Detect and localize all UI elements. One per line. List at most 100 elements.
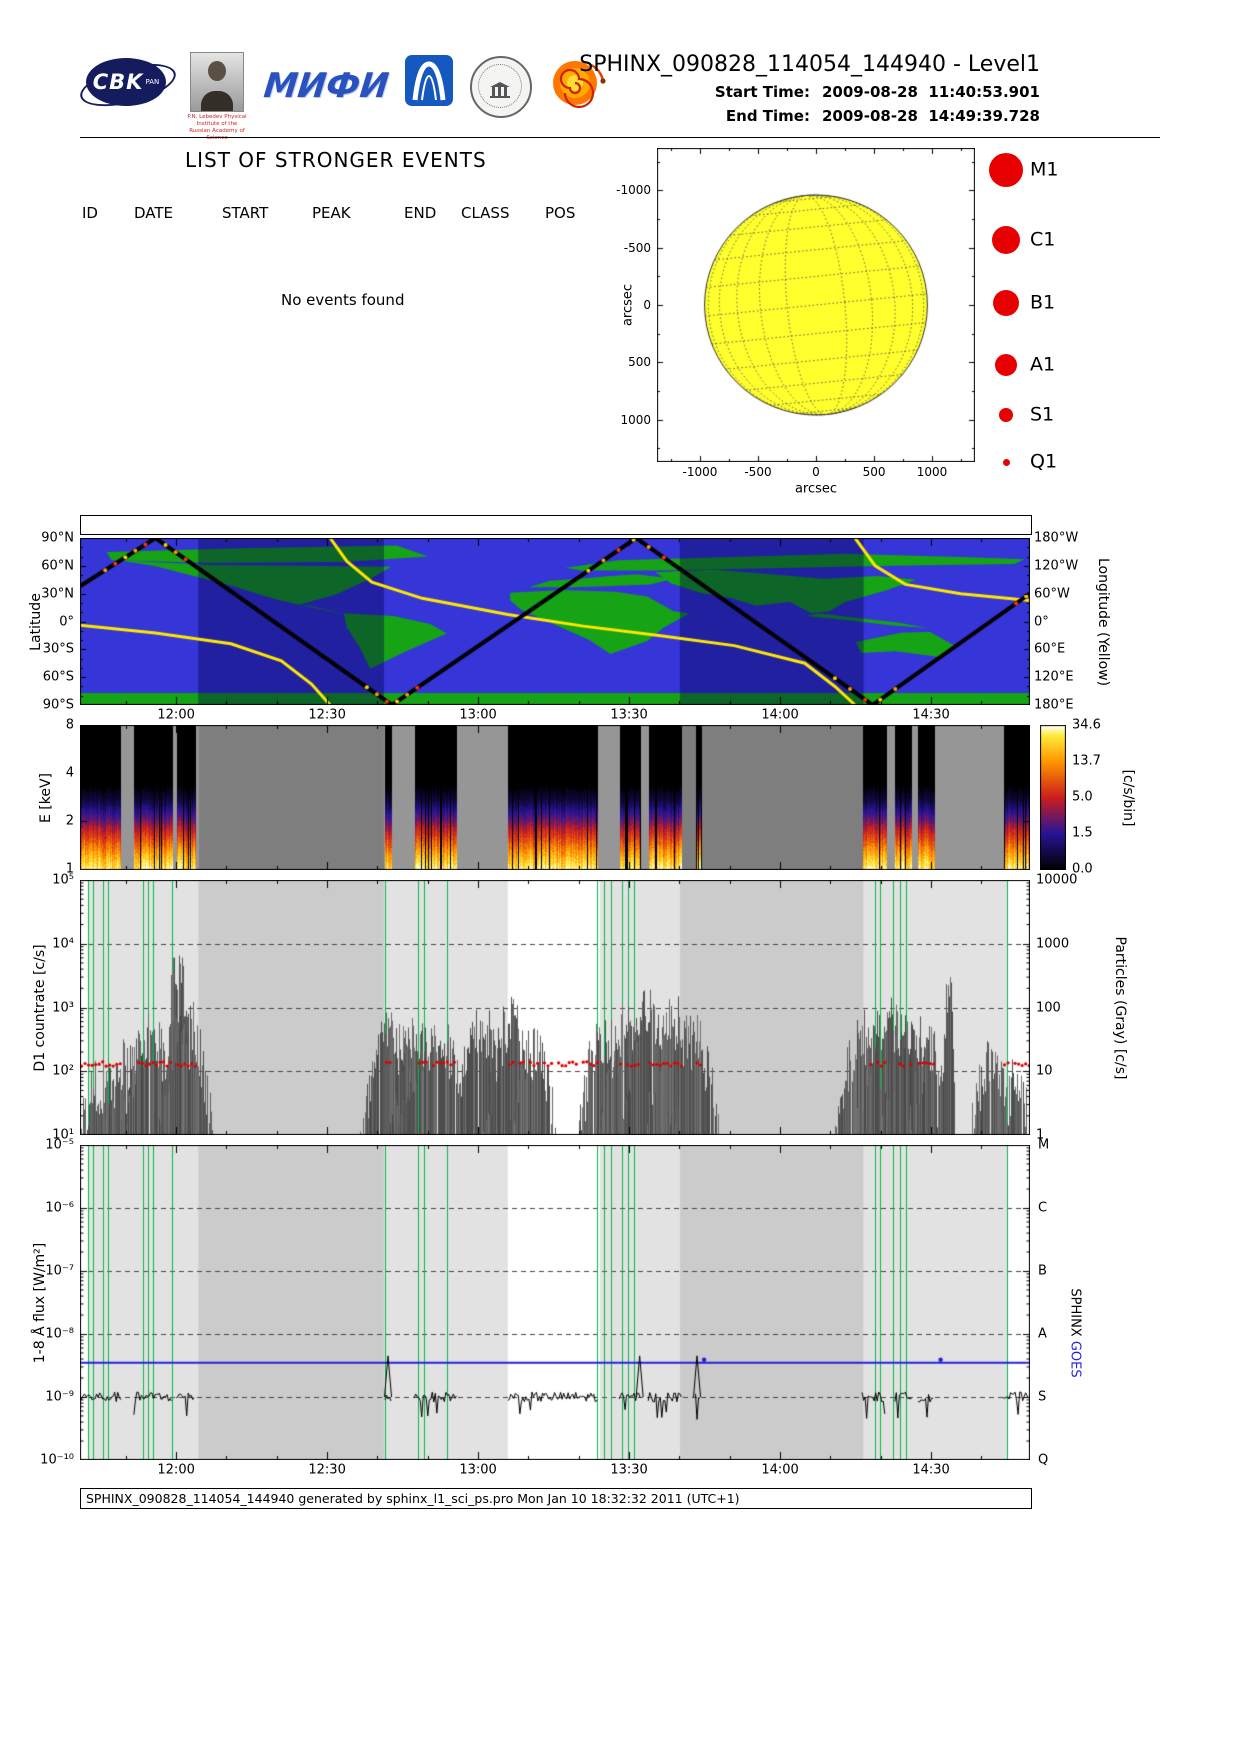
colorbar-tick: 34.6 xyxy=(1072,717,1101,733)
rate-right-tick: 1 xyxy=(1036,1127,1045,1143)
flux-left-tick: 10⁻⁵ xyxy=(45,1137,74,1153)
arch-logo xyxy=(404,52,454,112)
flare-size-label-S1: S1 xyxy=(1030,403,1055,426)
colorbar-tick: 0.0 xyxy=(1072,861,1093,877)
map-time-tick: 12:30 xyxy=(308,707,346,723)
flare-size-dot-B1 xyxy=(993,290,1019,316)
map-lat-tick: 60°S xyxy=(42,669,74,685)
flux-time-tick: 14:30 xyxy=(912,1462,950,1478)
flux-y-axis-title: 1-8 Å flux [W/m²] xyxy=(32,1242,48,1363)
sun-x-tick: 500 xyxy=(862,465,886,479)
flare-size-dot-A1 xyxy=(995,354,1017,376)
map-lon-tick: 60°E xyxy=(1034,641,1066,657)
rate-y-axis-title: D1 countrate [c/s] xyxy=(32,943,48,1072)
sun-y-tick: 1000 xyxy=(620,412,651,427)
countrate-canvas xyxy=(80,880,1030,1135)
rate-left-tick: 10² xyxy=(52,1063,74,1079)
rate-right-tick: 10 xyxy=(1036,1063,1053,1079)
sun-x-tick: 1000 xyxy=(916,465,948,479)
sun-x-tick: 0 xyxy=(812,465,820,479)
events-col-pos: POS xyxy=(545,204,576,222)
series-legend-vertical: SPHINX GOES xyxy=(1067,1287,1083,1378)
start-time-value: 2009-08-28 11:40:53.901 xyxy=(821,83,1040,101)
footer-box: SPHINX_090828_114054_144940 generated by… xyxy=(80,1488,1032,1509)
spectrogram-canvas xyxy=(80,725,1030,870)
events-col-class: CLASS xyxy=(461,204,510,222)
map-lat-tick: 90°N xyxy=(41,530,74,546)
spec-energy-tick: 8 xyxy=(65,717,74,733)
footer-text: SPHINX_090828_114054_144940 generated by… xyxy=(86,1491,740,1506)
rate-right-tick: 100 xyxy=(1036,1000,1061,1015)
goes-class-letter: Q xyxy=(1038,1452,1049,1468)
flare-size-label-B1: B1 xyxy=(1030,291,1056,314)
rate-right-tick: 1000 xyxy=(1036,936,1070,952)
flux-left-tick: 10⁻⁷ xyxy=(45,1263,74,1279)
map-lat-tick: 0° xyxy=(59,614,74,629)
map-right-axis-title: Longitude (Yellow) xyxy=(1095,557,1111,686)
arch-logo-graphic xyxy=(405,55,454,106)
spec-energy-tick: 4 xyxy=(65,765,74,781)
rate-left-tick: 10⁴ xyxy=(52,936,74,952)
portrait-head xyxy=(208,61,226,81)
end-time-row: End Time: 2009-08-28 14:49:39.728 xyxy=(579,107,1040,125)
flux-left-tick: 10⁻⁶ xyxy=(45,1200,74,1216)
flare-size-label-Q1: Q1 xyxy=(1030,450,1058,473)
flux-time-tick: 13:00 xyxy=(459,1462,497,1478)
orbit-map-canvas xyxy=(80,538,1030,705)
goes-class-letter: M xyxy=(1038,1137,1050,1153)
cbk-ellipse: CBK PAN xyxy=(86,58,166,106)
flare-size-label-C1: C1 xyxy=(1030,228,1056,251)
sun-y-tick: 500 xyxy=(628,355,651,370)
cbk-pan-logo: CBK PAN xyxy=(76,52,180,115)
flare-size-dot-Q1 xyxy=(1002,458,1010,466)
end-time-value: 2009-08-28 14:49:39.728 xyxy=(821,107,1040,125)
lebedev-institute-logo: P.N. Lebedev Physical Institute of the R… xyxy=(186,52,248,141)
goes-class-letter: B xyxy=(1038,1263,1047,1279)
portrait-torso xyxy=(201,91,233,111)
university-seal-logo xyxy=(470,56,533,118)
sun-y-tick: 0 xyxy=(643,298,651,312)
colorbar-canvas xyxy=(1040,725,1066,870)
spec-energy-tick: 2 xyxy=(65,813,74,829)
rate-left-tick: 10⁵ xyxy=(52,872,74,888)
goes-class-letter: A xyxy=(1038,1326,1047,1342)
sun-y-tick: -500 xyxy=(623,240,651,255)
flux-canvas xyxy=(80,1145,1030,1460)
start-time-row: Start Time: 2009-08-28 11:40:53.901 xyxy=(579,83,1040,101)
sun-logo-graphic xyxy=(553,61,607,109)
map-lon-tick: 120°W xyxy=(1034,558,1079,574)
header-divider xyxy=(80,137,1160,138)
title-block: SPHINX_090828_114054_144940 - Level1 Sta… xyxy=(579,52,1040,125)
flux-time-tick: 13:30 xyxy=(610,1462,648,1478)
rate-left-tick: 10³ xyxy=(52,1000,74,1015)
map-lat-tick: 30°S xyxy=(42,641,74,657)
flux-left-tick: 10⁻⁹ xyxy=(45,1389,74,1405)
start-time-label: Start Time: xyxy=(714,83,810,101)
map-lon-tick: 180°W xyxy=(1034,530,1079,546)
map-lon-tick: 0° xyxy=(1034,614,1049,629)
events-empty-message: No events found xyxy=(281,291,405,309)
map-time-tick: 12:00 xyxy=(157,707,195,723)
page-title: SPHINX_090828_114054_144940 - Level1 xyxy=(579,52,1040,77)
flare-size-dot-M1 xyxy=(989,153,1023,187)
events-col-peak: PEAK xyxy=(312,204,351,222)
colorbar-tick: 13.7 xyxy=(1072,753,1101,769)
event-markers-strip xyxy=(80,515,1032,535)
rate-left-tick: 10¹ xyxy=(52,1127,74,1143)
map-time-tick: 13:00 xyxy=(459,707,497,723)
goes-class-letter: C xyxy=(1038,1200,1048,1216)
sun-x-axis-title: arcsec xyxy=(794,481,838,497)
sun-y-axis-title: arcsec xyxy=(620,283,636,327)
events-col-id: ID xyxy=(82,204,98,222)
map-y-axis-title: Latitude xyxy=(28,592,44,651)
sphinx-sun-logo xyxy=(548,52,608,114)
map-time-tick: 14:00 xyxy=(761,707,799,723)
lebedev-portrait xyxy=(190,52,244,112)
map-lon-tick: 60°W xyxy=(1034,586,1070,602)
flare-size-label-M1: M1 xyxy=(1030,158,1059,181)
flare-size-dot-C1 xyxy=(992,226,1020,254)
logo-row: CBK PAN P.N. Lebedev Physical Institute … xyxy=(76,52,608,141)
seal-inner-ring xyxy=(478,64,523,108)
map-lon-tick: 180°E xyxy=(1034,697,1074,713)
